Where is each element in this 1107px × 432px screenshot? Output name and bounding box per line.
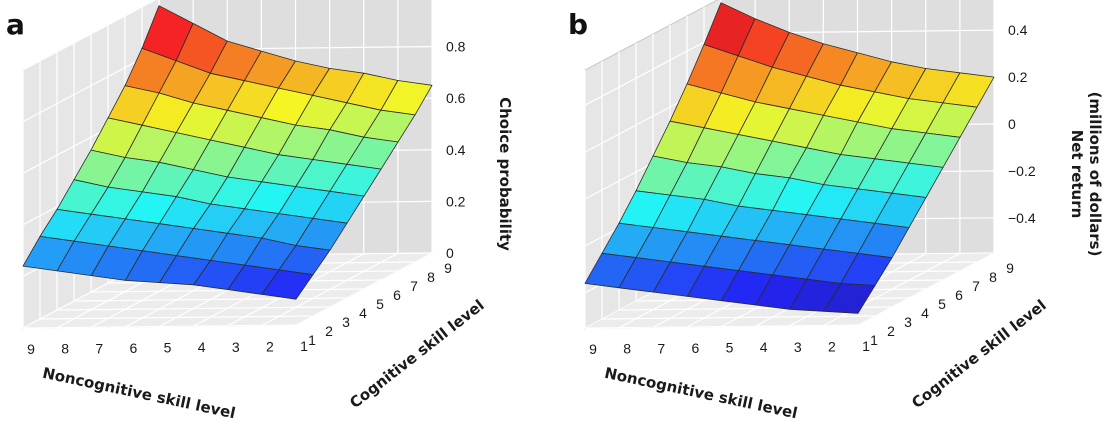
panel-a-zlabel: Choice probability xyxy=(496,97,514,251)
panel-b-letter: b xyxy=(568,8,588,41)
panel-b-xtick: 3 xyxy=(794,339,802,355)
panel-b-ytick: 1 xyxy=(870,332,878,348)
panel-b-xtick: 4 xyxy=(760,339,768,355)
panel-a-ztick: 1.0 xyxy=(446,0,466,3)
panel-a-ztick: 0.2 xyxy=(446,193,466,209)
panel-a-ytick: 2 xyxy=(325,323,333,339)
panel-a-ytick: 9 xyxy=(444,260,452,276)
panel-b-xtick: 2 xyxy=(828,338,836,354)
panel-b-xtick: 7 xyxy=(657,340,665,356)
panel-b-xtick: 1 xyxy=(862,338,870,354)
panel-b-xtick: 8 xyxy=(623,341,631,357)
panel-b-ztick: 0.4 xyxy=(1008,22,1028,38)
panel-b-ztick: 0 xyxy=(1008,116,1016,132)
panel-a-surface xyxy=(22,5,433,300)
panel-a-xtick: 6 xyxy=(130,340,138,356)
panel-b-ytick: 4 xyxy=(921,305,929,321)
panel-a-ztick: 0.4 xyxy=(446,142,466,158)
panel-b-ztick: −0.2 xyxy=(1008,163,1036,179)
panel-b-ztick: 0.2 xyxy=(1008,69,1028,85)
panel-b-ytick: 3 xyxy=(904,314,912,330)
panel-b-xtick: 9 xyxy=(589,341,597,357)
panel-a-letter: a xyxy=(6,8,25,41)
panel-a-ytick: 3 xyxy=(342,314,350,330)
panel-a-wall-gridline xyxy=(22,0,157,71)
panel-a-xtick: 8 xyxy=(61,341,69,357)
panel-a-ztick: 0.8 xyxy=(446,39,466,55)
panel-b-surface xyxy=(584,2,995,314)
panel-a-xtick: 3 xyxy=(232,339,240,355)
panel-a-surface-cell xyxy=(261,269,314,300)
panel-b-zlabel-line2: (millions of dollars) xyxy=(1086,92,1104,257)
panel-b-xlabel: Noncognitive skill level xyxy=(603,364,799,423)
panel-b-ztick: −0.4 xyxy=(1008,210,1036,226)
panel-b-zlabel-line1: Net return xyxy=(1068,130,1086,219)
panel-a-xtick: 4 xyxy=(198,339,206,355)
panel-a-xtick: 9 xyxy=(27,341,35,357)
panel-a-floor-gridline xyxy=(90,288,365,293)
panel-b-surface-cell xyxy=(823,283,876,314)
panel-b-ytick: 2 xyxy=(887,323,895,339)
panel-b-ytick: 5 xyxy=(938,296,946,312)
panel-b-xtick: 5 xyxy=(726,340,734,356)
panel-a-ztick: 0 xyxy=(446,245,454,261)
panel-a-ytick: 4 xyxy=(359,305,367,321)
panel-b-xtick: 6 xyxy=(692,340,700,356)
panel-b-ylabel: Cognitive skill level xyxy=(908,296,1049,412)
panel-a-xlabel: Noncognitive skill level xyxy=(41,364,237,423)
panel-a-ytick: 6 xyxy=(393,287,401,303)
panel-a-xtick: 2 xyxy=(266,338,274,354)
panel-a-xtick: 1 xyxy=(300,338,308,354)
panel-b-ytick: 9 xyxy=(1006,260,1014,276)
panel-a-ytick: 7 xyxy=(410,278,418,294)
panel-a-ylabel: Cognitive skill level xyxy=(346,296,487,412)
panel-a-ztick: 0.6 xyxy=(446,90,466,106)
panel-a-ytick: 5 xyxy=(376,296,384,312)
panel-b-ytick: 8 xyxy=(989,269,997,285)
panel-a-ytick: 8 xyxy=(427,269,435,285)
panel-b-ytick: 6 xyxy=(955,287,963,303)
panel-b-ytick: 7 xyxy=(972,278,980,294)
panel-a-xtick: 7 xyxy=(95,340,103,356)
panel-a-ytick: 1 xyxy=(308,332,316,348)
panel-a-xtick: 5 xyxy=(164,340,172,356)
